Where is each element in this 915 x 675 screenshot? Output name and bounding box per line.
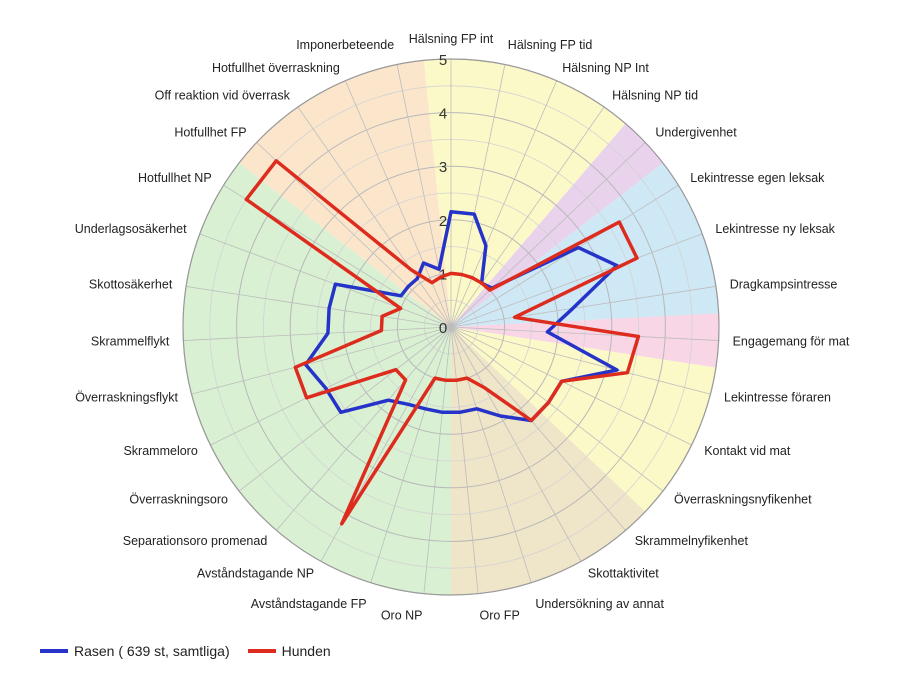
category-label: Underlagsosäkerhet [75, 222, 187, 236]
grid-spoke [238, 326, 452, 492]
grid-spoke [450, 326, 719, 341]
grid-spoke [450, 80, 558, 328]
grid-spoke [370, 326, 452, 583]
r-tick-label: 3 [439, 159, 447, 176]
category-label: Hälsning NP tid [612, 89, 698, 103]
category-label: Lekintresse egen leksak [690, 171, 825, 185]
category-label: Överraskningsflykt [75, 391, 178, 405]
legend-swatch-rasen [40, 649, 68, 653]
category-label: Hotfullhet FP [174, 126, 246, 140]
grid-spoke [344, 80, 452, 328]
grid-spoke [450, 106, 605, 328]
series-line-rasen [303, 210, 619, 423]
grid-spoke [450, 326, 664, 492]
grid-spoke [450, 326, 582, 562]
legend-swatch-hunden [247, 649, 276, 653]
grid-spoke [191, 326, 452, 395]
grid-spoke [186, 286, 452, 328]
r-tick-label: 0 [439, 320, 447, 337]
grid-spoke [396, 64, 452, 328]
background-sector-3 [451, 313, 719, 368]
grid-spoke [183, 326, 452, 341]
category-label: Engagemang för mat [733, 334, 850, 348]
category-label: Lekintresse ny leksak [715, 222, 835, 236]
grid-spoke [450, 326, 711, 395]
background-sector-0 [423, 59, 626, 328]
category-label: Undersökning av annat [535, 597, 664, 611]
category-label: Hotfullhet överraskning [212, 61, 340, 75]
category-label: Hotfullhet NP [138, 171, 212, 185]
series-line-hunden [244, 159, 641, 526]
grid-spoke [297, 106, 452, 328]
category-label: Hälsning NP Int [562, 61, 649, 75]
grid-spoke [450, 142, 646, 328]
r-tick-label: 2 [439, 213, 447, 230]
grid-spoke [276, 326, 452, 531]
outer-border [182, 58, 720, 596]
grid-spoke [450, 233, 703, 328]
category-label: Undergivenhet [655, 126, 737, 140]
category-label: Off reaktion vid överrask [155, 89, 291, 103]
category-label: Överraskningsnyfikenhet [674, 493, 812, 507]
category-label: Kontakt vid mat [704, 444, 791, 458]
grid-spoke [210, 326, 452, 446]
category-label: Överraskningsoro [129, 493, 228, 507]
category-label: Oro NP [381, 609, 423, 623]
category-label: Hälsning FP tid [508, 38, 593, 52]
r-tick-label: 5 [439, 52, 447, 69]
legend-label-hunden: Hunden [281, 643, 331, 659]
category-label: Avståndstagande NP [197, 567, 314, 581]
category-label: Hälsning FP int [409, 32, 494, 46]
grid-spoke [450, 64, 506, 328]
category-label: Separationsoro promenad [123, 534, 268, 548]
category-label: Skrammeloro [123, 444, 197, 458]
category-label: Avståndstagande FP [251, 597, 367, 611]
grid-spoke [450, 184, 679, 328]
legend-label-rasen: Rasen ( 639 st, samtliga) [74, 643, 230, 659]
grid-spoke [423, 326, 452, 594]
grid-spoke [450, 326, 532, 583]
category-label: Skottosäkerhet [89, 277, 173, 291]
category-label: Dragkampsintresse [730, 277, 838, 291]
r-tick-label: 4 [439, 106, 447, 123]
grid-spoke [450, 286, 716, 328]
legend: Rasen ( 639 st, samtliga) Hunden [40, 643, 349, 659]
legend-item-rasen: Rasen ( 639 st, samtliga) [40, 643, 230, 659]
grid-spoke [450, 326, 626, 531]
category-label: Oro FP [480, 609, 520, 623]
category-label: Skrammelflykt [91, 334, 170, 348]
grid-spoke [450, 326, 692, 446]
category-label: Skottaktivitet [588, 567, 659, 581]
grid-spoke [450, 326, 479, 594]
category-label: Lekintresse föraren [724, 391, 831, 405]
category-label: Skrammelnyfikenhet [635, 534, 749, 548]
background-sector-5 [451, 327, 646, 595]
background-sector-2 [451, 162, 719, 327]
legend-item-hunden: Hunden [247, 643, 331, 659]
category-label: Imponerbeteende [296, 38, 394, 52]
grid-spoke [199, 233, 452, 328]
